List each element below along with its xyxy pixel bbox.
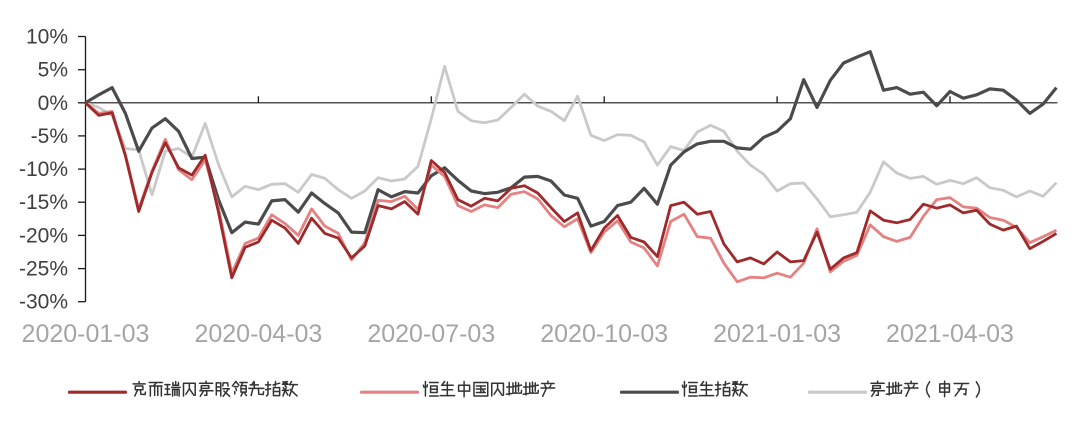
svg-text:-30%: -30% [19, 291, 68, 314]
svg-text:-10%: -10% [19, 158, 68, 181]
svg-text:-25%: -25% [19, 258, 68, 281]
svg-text:2020-07-03: 2020-07-03 [367, 320, 495, 348]
svg-text:2020-10-03: 2020-10-03 [540, 320, 668, 348]
svg-text:2021-04-03: 2021-04-03 [886, 320, 1014, 348]
svg-text:2020-04-03: 2020-04-03 [194, 320, 322, 348]
svg-text:2020-01-03: 2020-01-03 [22, 320, 150, 348]
svg-text:-15%: -15% [19, 191, 68, 214]
svg-text:0%: 0% [38, 92, 68, 115]
svg-text:-5%: -5% [31, 125, 68, 148]
svg-text:-20%: -20% [19, 224, 68, 247]
svg-text:2021-01-03: 2021-01-03 [713, 320, 841, 348]
svg-text:5%: 5% [38, 59, 68, 82]
svg-text:10%: 10% [26, 26, 68, 49]
